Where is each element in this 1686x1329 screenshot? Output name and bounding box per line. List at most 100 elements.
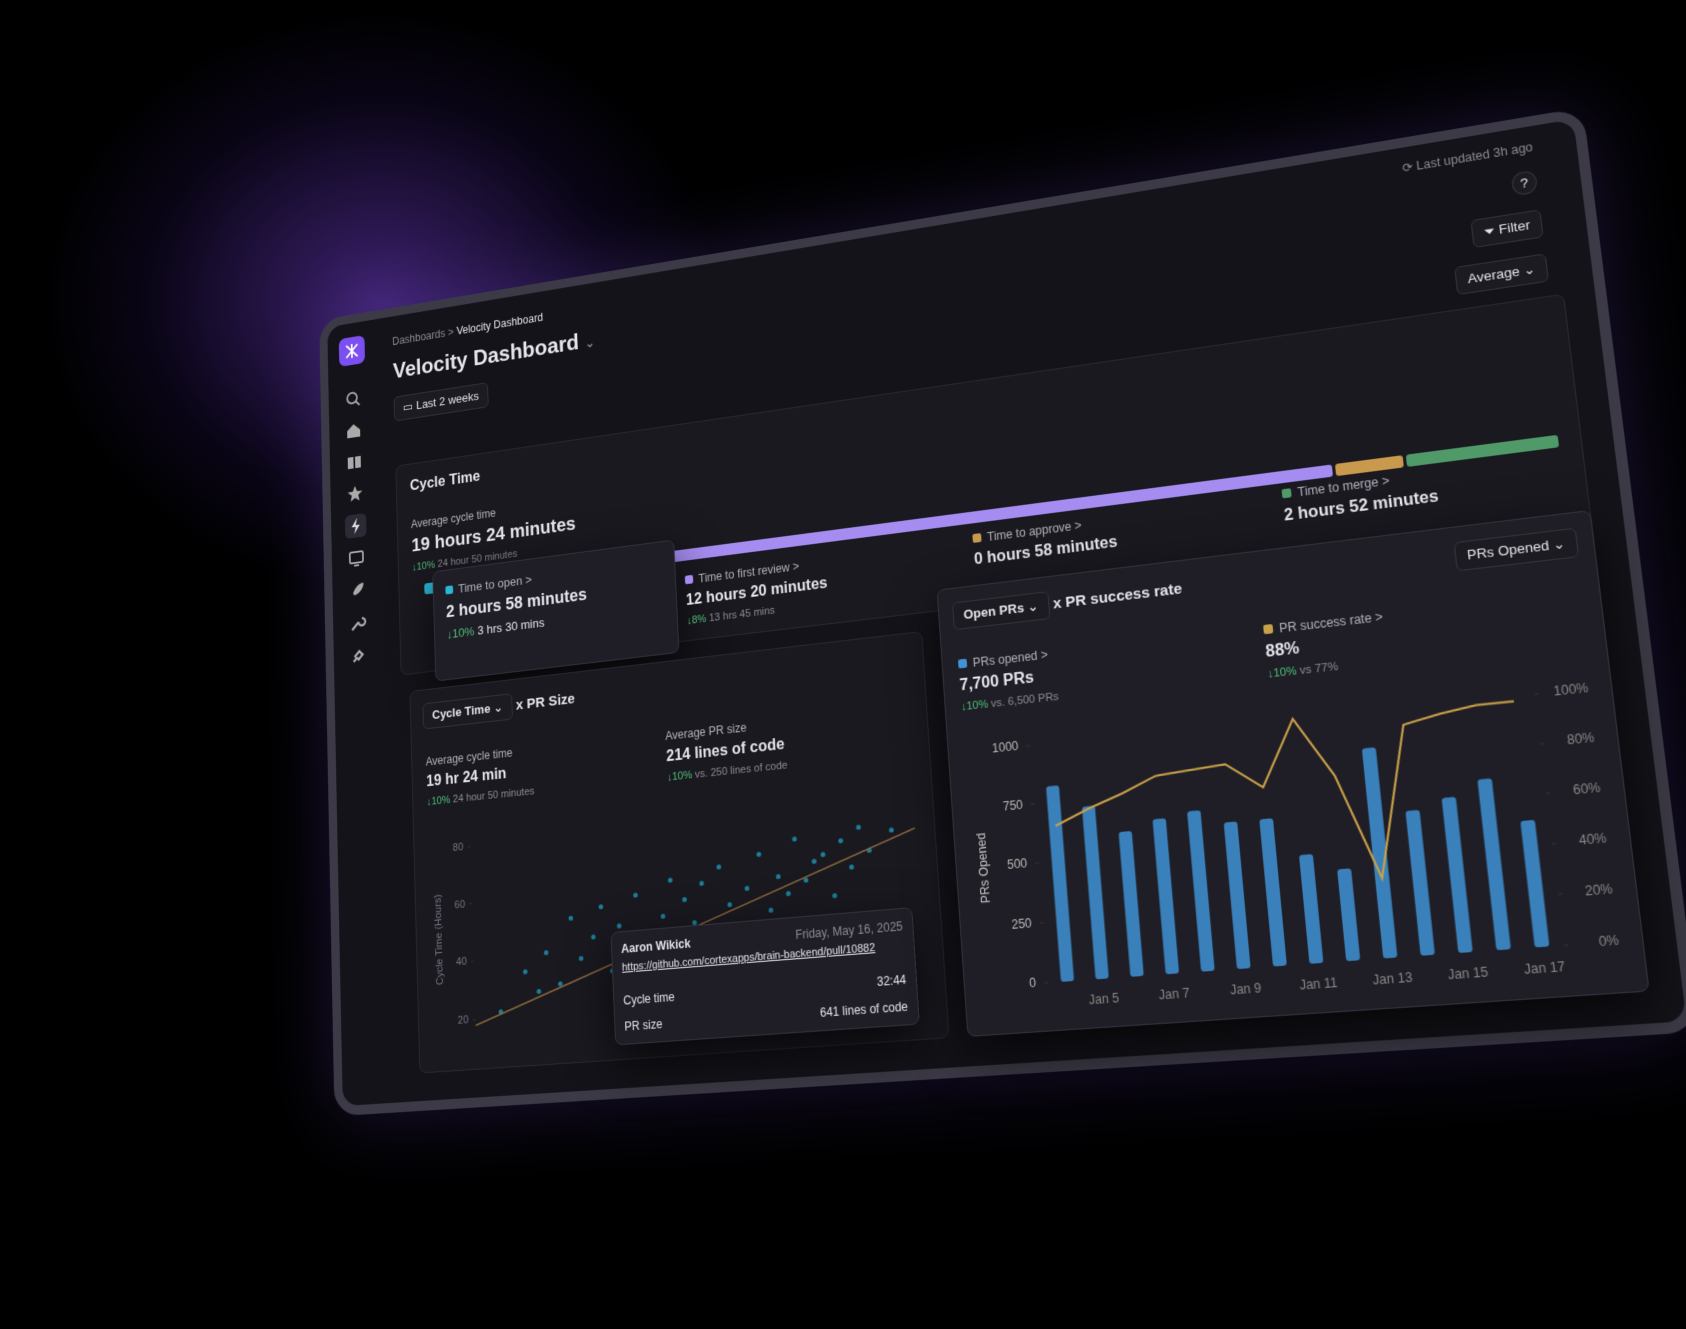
point <box>744 885 750 891</box>
tooltip-date: Friday, May 16, 2025 <box>794 919 904 943</box>
stage-change: ↓10% <box>446 624 475 642</box>
stat-change: ↓10% <box>411 559 436 574</box>
bar <box>1223 821 1251 970</box>
stat-comparison: vs 77% <box>1299 660 1339 678</box>
series-dropdown[interactable]: PRs Opened ⌄ <box>1453 527 1580 572</box>
stat-card[interactable]: Average PR size 214 lines of code ↓10% v… <box>665 716 788 784</box>
point <box>633 892 638 898</box>
x-tick-label: Jan 11 <box>1299 977 1338 994</box>
bar <box>1477 778 1511 951</box>
metric-dropdown[interactable]: Open PRs ⌄ <box>951 591 1051 631</box>
plugin-icon[interactable] <box>348 643 370 669</box>
logo-icon <box>339 335 365 367</box>
stat-change: ↓10% <box>666 769 693 784</box>
point <box>568 915 574 921</box>
stage-card[interactable]: Time to approve > 0 hours 58 minutes <box>972 518 1119 569</box>
date-range: Last 2 weeks <box>415 388 480 412</box>
bar <box>1081 805 1109 980</box>
bar <box>1337 868 1361 962</box>
last-updated: ⟳ Last updated 3h ago <box>1401 140 1534 176</box>
point <box>775 873 781 880</box>
breadcrumb[interactable]: Velocity Dashboard <box>456 310 544 338</box>
bar <box>1299 854 1324 964</box>
tooltip: Aaron Wikick Friday, May 16, 2025 https:… <box>610 906 920 1046</box>
stat-change: ↓10% <box>960 698 989 714</box>
help-button[interactable]: ? <box>1510 169 1539 197</box>
metric-dropdown[interactable]: Cycle Time ⌄ <box>422 693 513 730</box>
point <box>849 864 855 870</box>
y2-tick-label: 60% <box>1572 781 1601 798</box>
stat-card[interactable]: PR success rate > 88% ↓10% vs 77% <box>1263 609 1388 681</box>
point <box>682 896 687 903</box>
y-tick-label: 250 <box>1011 917 1032 932</box>
star-icon[interactable] <box>344 481 366 507</box>
stat-change: ↓10% <box>426 794 451 808</box>
dashboard-window: Dashboards > Velocity Dashboard Velocity… <box>319 107 1686 1117</box>
legend-swatch <box>1263 623 1274 635</box>
y-tick-label: 40 <box>456 956 467 968</box>
tooltip-row-label: PR size <box>624 1016 663 1034</box>
home-icon[interactable] <box>343 417 365 443</box>
panel-header: Cycle Time ⌄ x PR Size <box>422 686 575 730</box>
velocity-icon[interactable] <box>344 512 367 540</box>
point <box>768 907 774 913</box>
point <box>838 838 844 844</box>
legend-label: PR success rate <box>1278 610 1373 636</box>
tools-icon[interactable] <box>347 610 369 636</box>
point <box>578 955 584 962</box>
combo-panel: Open PRs ⌄ x PR success rate PRs Opened … <box>936 509 1650 1038</box>
point <box>727 902 733 908</box>
aggregation-dropdown[interactable]: Average ⌄ <box>1454 253 1550 296</box>
x-tick-label: Jan 7 <box>1158 987 1190 1003</box>
tooltip-row-value: 641 lines of code <box>819 999 909 1020</box>
point <box>616 923 622 929</box>
y2-tick-label: 0% <box>1598 934 1620 950</box>
point <box>522 969 528 975</box>
y-tick-label: 80 <box>453 842 464 854</box>
bar <box>1187 810 1215 972</box>
last-updated-text: Last updated 3h ago <box>1415 140 1534 173</box>
point <box>598 904 604 910</box>
catalog-icon[interactable] <box>344 449 366 475</box>
breadcrumb[interactable]: Dashboards <box>392 326 446 348</box>
bar <box>1441 796 1473 954</box>
y-tick-label: 1000 <box>992 740 1019 756</box>
bar <box>1152 818 1180 975</box>
point <box>888 827 894 833</box>
tooltip-name: Aaron Wikick <box>620 936 691 956</box>
point <box>786 891 791 897</box>
filter-button[interactable]: ⏷ Filter <box>1470 209 1544 249</box>
point <box>536 988 542 994</box>
y2-tick-label: 100% <box>1553 682 1589 700</box>
stage-segment <box>1405 434 1560 467</box>
y-tick-label: 20 <box>458 1014 469 1026</box>
x-tick-label: Jan 15 <box>1447 966 1489 983</box>
stage-swatch <box>445 585 454 595</box>
panel-title: x PR Size <box>515 690 576 714</box>
point <box>557 981 563 987</box>
point <box>792 836 797 842</box>
y2-tick-label: 40% <box>1578 832 1607 849</box>
bar <box>1045 785 1075 982</box>
stat-card[interactable]: PRs opened > 7,700 PRs ↓10% vs. 6,500 PR… <box>957 647 1060 714</box>
y-tick-label: 0 <box>1029 977 1037 991</box>
reports-icon[interactable] <box>346 545 368 571</box>
date-range-button[interactable]: ▭ Last 2 weeks <box>393 382 489 422</box>
bar <box>1405 809 1435 956</box>
point <box>699 880 705 887</box>
y-axis-label: Cycle Time (Hours) <box>433 894 446 985</box>
panel-title: Cycle Time <box>409 468 481 495</box>
x-tick-label: Jan 13 <box>1372 971 1413 988</box>
logo[interactable] <box>338 335 366 367</box>
legend-swatch <box>957 658 968 669</box>
point <box>543 949 549 956</box>
bar <box>1118 830 1144 977</box>
stage-comparison: 13 hrs 45 mins <box>708 604 776 625</box>
stage-card[interactable]: Time to first review > 12 hours 20 minut… <box>684 559 828 627</box>
stat-card[interactable]: Average cycle time 19 hr 24 min ↓10% 24 … <box>426 744 535 808</box>
rocket-icon[interactable] <box>346 577 368 603</box>
bar <box>1361 747 1398 959</box>
stage-swatch <box>1281 488 1292 499</box>
search-icon[interactable] <box>342 386 363 412</box>
stage-change: ↓8% <box>686 613 707 627</box>
